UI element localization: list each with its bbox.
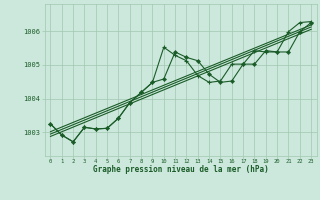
X-axis label: Graphe pression niveau de la mer (hPa): Graphe pression niveau de la mer (hPa) (93, 165, 269, 174)
